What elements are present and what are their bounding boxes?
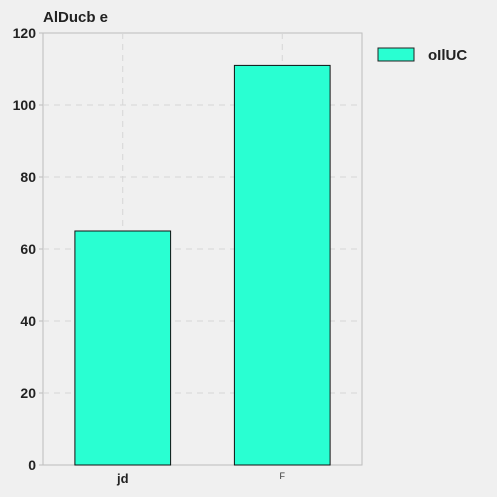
- y-tick-label-3: 60: [20, 241, 36, 257]
- chart-title: AlDucb e: [43, 9, 108, 26]
- y-tick-label-0: 0: [28, 457, 36, 473]
- y-tick-label-5: 100: [13, 97, 37, 113]
- x-axis-ticks: jd F: [116, 471, 286, 486]
- legend-label-0: oIlUC: [428, 47, 467, 64]
- y-tick-label-1: 20: [20, 385, 36, 401]
- legend: oIlUC: [377, 47, 467, 64]
- y-tick-label-6: 120: [13, 25, 37, 41]
- legend-swatch-0: [377, 47, 415, 62]
- bar-0: [74, 230, 172, 466]
- x-tick-label-0: jd: [116, 471, 129, 486]
- y-axis-ticks: 0 20 40 60 80 100 120: [13, 25, 43, 473]
- y-tick-label-4: 80: [20, 169, 36, 185]
- bar-1: [233, 64, 331, 466]
- bars: [74, 64, 331, 466]
- y-tick-label-2: 40: [20, 313, 36, 329]
- x-tick-label-1: F: [280, 471, 286, 481]
